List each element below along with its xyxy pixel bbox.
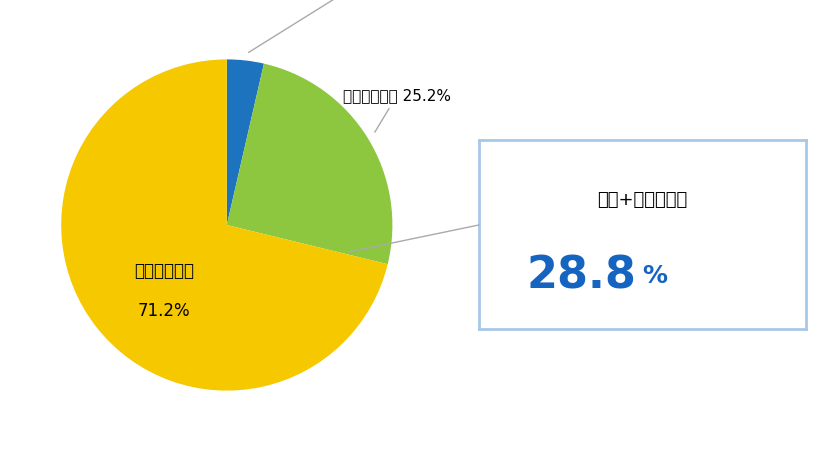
Text: 推進+容認（計）: 推進+容認（計）	[597, 191, 688, 209]
Text: %: %	[643, 264, 668, 288]
Wedge shape	[227, 59, 264, 225]
Text: 推進している 3.6%: 推進している 3.6%	[249, 0, 425, 52]
Wedge shape	[227, 63, 392, 264]
Wedge shape	[61, 59, 388, 391]
Text: 71.2%: 71.2%	[138, 302, 190, 320]
Text: 28.8: 28.8	[526, 254, 636, 297]
Text: 禁止している: 禁止している	[134, 262, 194, 280]
Text: 容認している 25.2%: 容認している 25.2%	[343, 88, 451, 132]
